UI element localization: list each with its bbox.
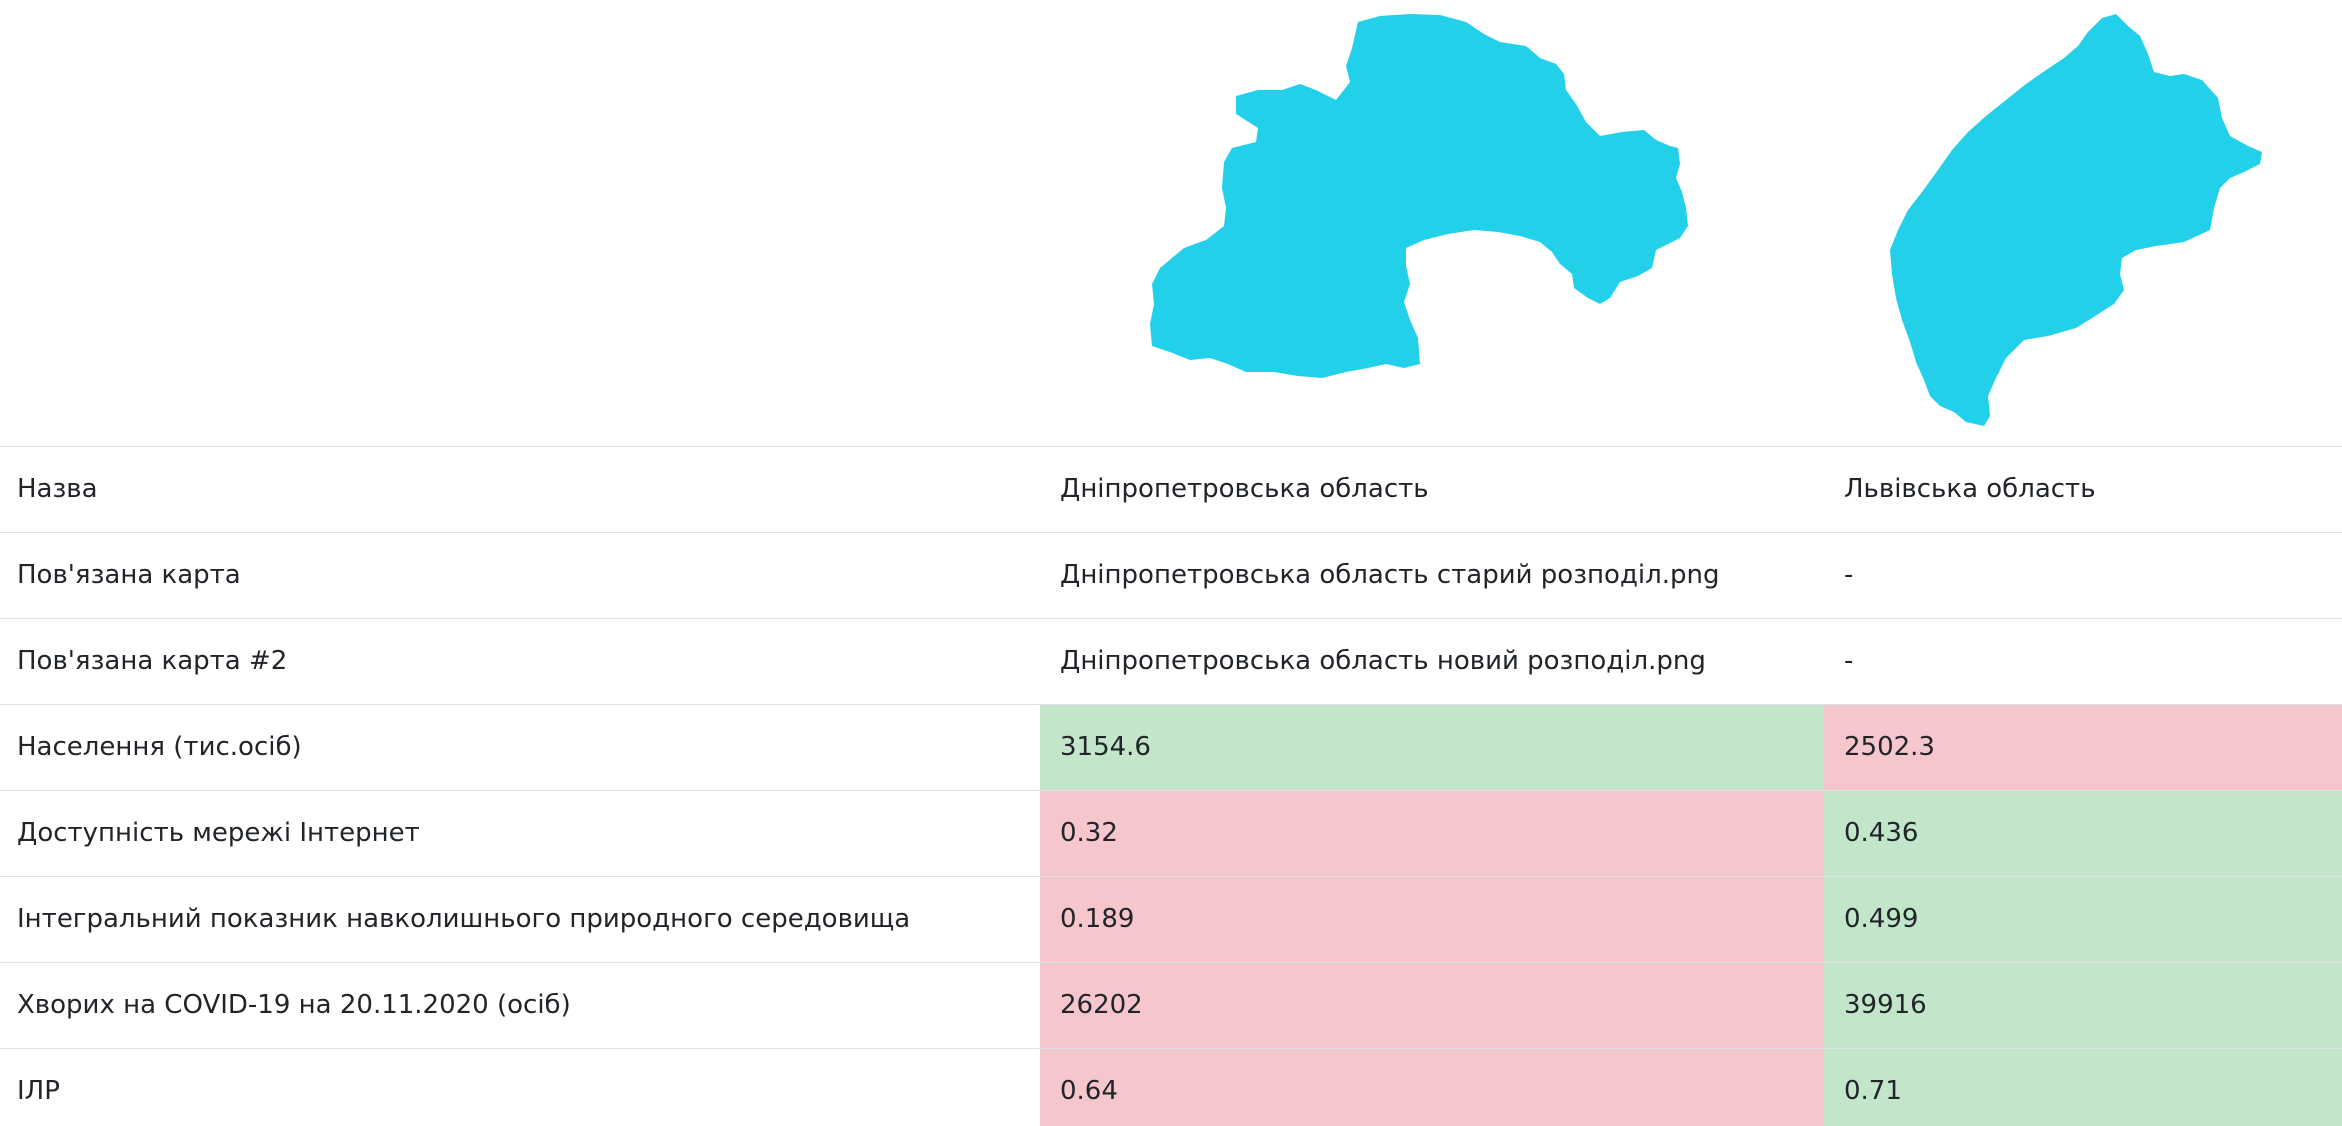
- comparison-table-body: Назва Дніпропетровська область Львівська…: [0, 446, 2342, 1126]
- row-label: Доступність мережі Інтернет: [0, 790, 1040, 877]
- table-row: Інтегральний показник навколишнього прир…: [0, 876, 2342, 963]
- region-b-value: 0.436: [1824, 790, 2342, 877]
- region-b-value: -: [1824, 618, 2342, 705]
- table-row: Населення (тис.осіб) 3154.6 2502.3: [0, 704, 2342, 791]
- region-a-value: 26202: [1040, 962, 1824, 1049]
- region-shape-dnipropetrovsk-icon: [1150, 14, 1688, 378]
- table-row: ІЛР 0.64 0.71: [0, 1048, 2342, 1126]
- region-b-value: 39916: [1824, 962, 2342, 1049]
- region-b-value: 0.499: [1824, 876, 2342, 963]
- row-label: ІЛР: [0, 1048, 1040, 1126]
- row-label: Пов'язана карта: [0, 532, 1040, 619]
- row-label: Хворих на COVID-19 на 20.11.2020 (осіб): [0, 962, 1040, 1049]
- region-shape-lviv-icon: [1890, 14, 2262, 426]
- table-row: Назва Дніпропетровська область Львівська…: [0, 446, 2342, 533]
- row-label: Назва: [0, 446, 1040, 533]
- map-dnipropetrovsk-region: [1148, 12, 1716, 384]
- region-a-value: Дніпропетровська область: [1040, 446, 1824, 533]
- table-row: Пов'язана карта Дніпропетровська область…: [0, 532, 2342, 619]
- region-b-value: Львівська область: [1824, 446, 2342, 533]
- region-b-value: 2502.3: [1824, 704, 2342, 791]
- table-row: Хворих на COVID-19 на 20.11.2020 (осіб) …: [0, 962, 2342, 1049]
- region-a-value: 3154.6: [1040, 704, 1824, 791]
- region-b-value: -: [1824, 532, 2342, 619]
- region-a-value: Дніпропетровська область новий розподіл.…: [1040, 618, 1824, 705]
- region-a-value: 0.189: [1040, 876, 1824, 963]
- row-label: Пов'язана карта #2: [0, 618, 1040, 705]
- comparison-table: Назва Дніпропетровська область Львівська…: [0, 446, 2342, 1126]
- region-a-value: 0.32: [1040, 790, 1824, 877]
- row-label: Інтегральний показник навколишнього прир…: [0, 876, 1040, 963]
- table-row: Пов'язана карта #2 Дніпропетровська обла…: [0, 618, 2342, 705]
- region-a-value: 0.64: [1040, 1048, 1824, 1126]
- region-b-value: 0.71: [1824, 1048, 2342, 1126]
- table-row: Доступність мережі Інтернет 0.32 0.436: [0, 790, 2342, 877]
- row-label: Населення (тис.осіб): [0, 704, 1040, 791]
- region-maps: [0, 0, 2342, 446]
- map-lviv-region: [1884, 12, 2282, 430]
- region-a-value: Дніпропетровська область старий розподіл…: [1040, 532, 1824, 619]
